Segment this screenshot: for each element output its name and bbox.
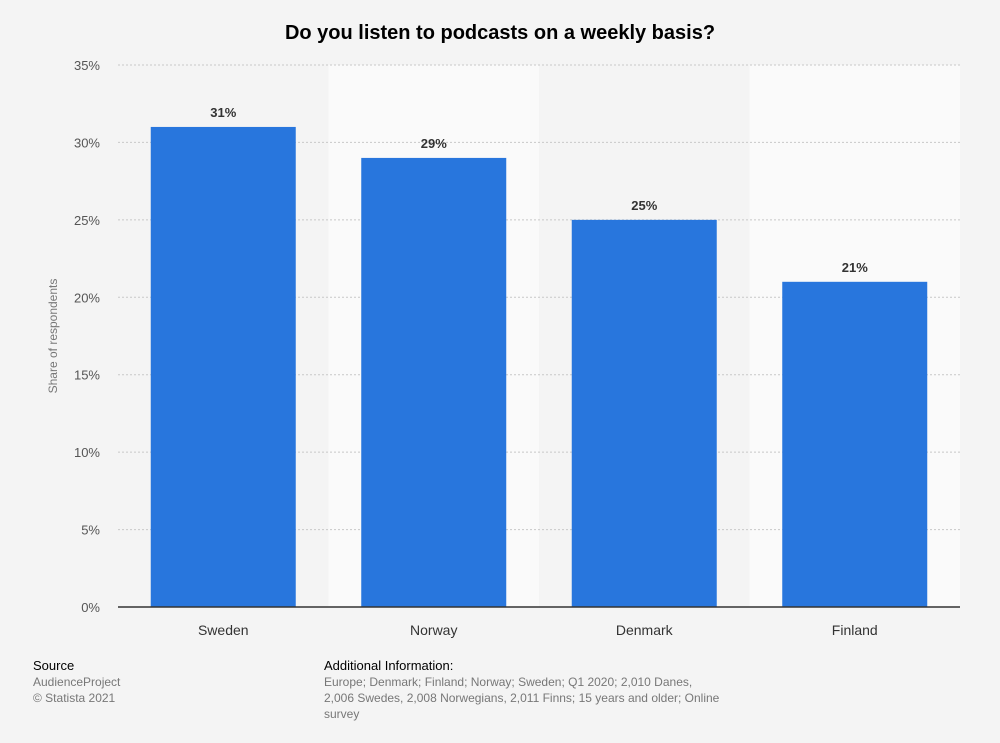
- data-label: 31%: [210, 105, 236, 120]
- additional-info-text: Europe; Denmark; Finland; Norway; Sweden…: [324, 675, 720, 721]
- y-tick-label: 10%: [74, 445, 100, 460]
- additional-info-heading: Additional Information:: [324, 658, 454, 673]
- y-tick-label: 30%: [74, 135, 100, 150]
- y-tick-label: 0%: [81, 600, 100, 615]
- source-name[interactable]: AudienceProject: [33, 675, 121, 689]
- y-tick-label: 35%: [74, 58, 100, 73]
- y-tick-label: 25%: [74, 213, 100, 228]
- bar-denmark: [571, 219, 717, 607]
- source-heading: Source: [33, 658, 75, 673]
- x-tick-label: Norway: [410, 622, 457, 638]
- copyright: © Statista 2021: [33, 691, 116, 705]
- x-tick-label: Sweden: [198, 622, 249, 638]
- bar-chart: 0% 5% 10% 15% 20% 25% 30% 35% 31% Sweden 29% Norway…: [46, 58, 960, 638]
- source-block: Source AudienceProject © Statista 2021: [33, 658, 120, 706]
- y-tick-label: 5%: [81, 523, 100, 538]
- data-label: 21%: [842, 260, 868, 275]
- y-tick-label: 20%: [74, 290, 100, 305]
- bar-finland: [782, 281, 928, 607]
- y-axis-label: Share of respondents: [46, 279, 60, 394]
- bar-norway: [361, 157, 507, 607]
- data-label: 29%: [421, 136, 447, 151]
- x-tick-label: Finland: [832, 622, 878, 638]
- bar-sweden: [150, 126, 296, 607]
- chart-title: Do you listen to podcasts on a weekly ba…: [284, 22, 716, 44]
- y-tick-label: 15%: [74, 368, 100, 383]
- data-label: 25%: [631, 198, 657, 213]
- x-tick-label: Denmark: [616, 622, 674, 638]
- additional-info-block: Additional Information: Europe; Denmark;…: [324, 658, 724, 722]
